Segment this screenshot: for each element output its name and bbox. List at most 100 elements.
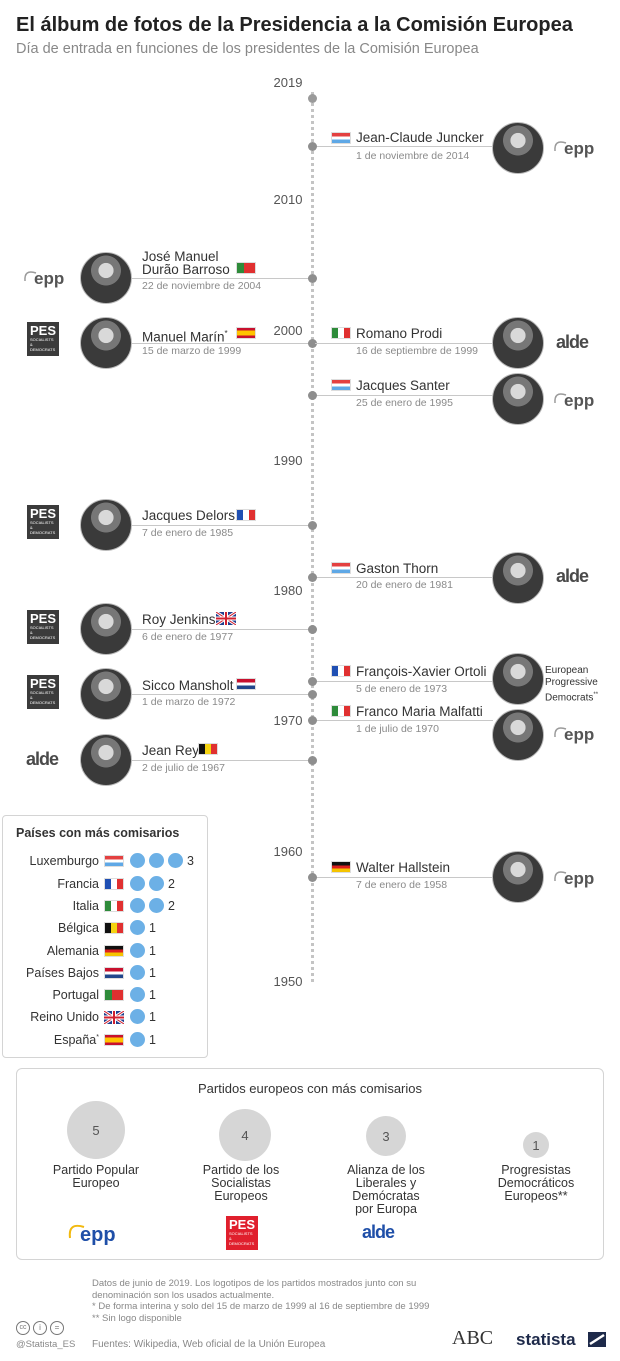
year-label: 2010 <box>273 192 303 207</box>
alde-logo-icon: alde <box>362 1222 395 1242</box>
footer-note-line: ** Sin logo disponible <box>92 1312 182 1324</box>
country-name: Países Bajos <box>26 966 99 980</box>
luxembourg-flag-icon <box>331 379 351 391</box>
president-photo <box>492 851 544 903</box>
president-photo <box>80 603 132 655</box>
cc-icon: cc <box>16 1321 30 1335</box>
president-photo <box>492 122 544 174</box>
timeline-dot <box>308 690 317 699</box>
country-name: Italia <box>72 899 99 913</box>
party-label-line: Demócratas <box>352 1189 420 1203</box>
president-name: Walter Hallstein <box>356 860 451 875</box>
president-name: Jacques Delors <box>142 508 236 523</box>
president-name: Gaston Thorn <box>356 561 439 576</box>
spain-flag-icon <box>236 327 256 339</box>
president-name: José Manuel <box>142 249 219 264</box>
france-flag-icon <box>331 665 351 677</box>
country-name: Portugal <box>52 988 99 1002</box>
epp-logo-icon: epp <box>22 266 74 295</box>
president-date: 7 de enero de 1985 <box>142 527 234 539</box>
country-count: 1 <box>149 1033 156 1047</box>
year-label: 2019 <box>273 75 303 90</box>
epd-line: European <box>545 665 589 676</box>
epp-logo-icon: epp <box>552 722 604 751</box>
country-count: 1 <box>149 944 156 958</box>
count-dot <box>130 965 145 980</box>
party-label-line: Partido Popular <box>52 1163 140 1177</box>
connector-line <box>315 577 493 578</box>
count-dot <box>130 920 145 935</box>
netherlands-flag-icon <box>104 967 124 979</box>
timeline-dot <box>308 625 317 634</box>
footer-note-line: denominación son los usados actualmente. <box>92 1289 275 1301</box>
party-count-bubble: 5 <box>67 1101 125 1159</box>
count-dot <box>130 1009 145 1024</box>
italy-flag-icon <box>104 900 124 912</box>
president-name: Durão Barroso <box>142 262 230 277</box>
connector-line <box>315 146 493 147</box>
timeline-dot <box>308 274 317 283</box>
president-date: 2 de julio de 1967 <box>142 762 225 774</box>
footnote-mark: * <box>96 1033 99 1041</box>
party-label-line: por Europa <box>355 1202 417 1216</box>
president-photo <box>492 709 544 761</box>
connector-line <box>130 694 310 695</box>
party-count-bubble: 1 <box>523 1132 549 1158</box>
nd-icon: = <box>50 1321 64 1335</box>
country-name: Bélgica <box>58 921 99 935</box>
party-label: Alianza de los Liberales y Demócratas po… <box>316 1164 456 1216</box>
countries-panel <box>2 815 208 1058</box>
alde-logo-icon: alde <box>556 332 589 352</box>
pes-logo-subtext: SOCIALISTS & DEMOCRATS <box>229 1231 255 1246</box>
footer-note-line: * De forma interina y solo del 15 de mar… <box>92 1301 430 1312</box>
pes-logo-subtext: SOCIALISTS & DEMOCRATS <box>30 520 56 535</box>
luxembourg-flag-icon <box>104 855 124 867</box>
connector-line <box>315 681 493 682</box>
president-name: Romano Prodi <box>356 326 443 341</box>
portugal-flag-icon <box>236 262 256 274</box>
president-photo <box>80 499 132 551</box>
svg-text:epp: epp <box>564 391 594 410</box>
party-count-bubble: 4 <box>219 1109 271 1161</box>
president-name-text: Manuel Marín <box>142 329 225 345</box>
year-label: 2000 <box>273 323 303 338</box>
year-label: 1990 <box>273 453 303 468</box>
country-count: 1 <box>149 1010 156 1024</box>
portugal-flag-icon <box>104 989 124 1001</box>
luxembourg-flag-icon <box>331 132 351 144</box>
president-date: 6 de enero de 1977 <box>142 631 234 643</box>
svg-text:epp: epp <box>564 725 594 744</box>
country-count: 2 <box>168 899 175 913</box>
president-photo <box>80 252 132 304</box>
president-name: Manuel Marín* <box>142 327 228 345</box>
italy-flag-icon <box>331 705 351 717</box>
count-dot <box>130 898 145 913</box>
epd-line: Progressive <box>545 677 598 688</box>
timeline-dot <box>308 756 317 765</box>
abc-logo: ABC <box>452 1327 494 1349</box>
president-name: Franco Maria Malfatti <box>356 704 483 719</box>
party-label: Progresistas Democráticos Europeos** <box>466 1164 606 1203</box>
connector-line <box>315 877 493 878</box>
pes-logo-icon: PES SOCIALISTS & DEMOCRATS <box>27 322 59 356</box>
epp-logo-icon: epp <box>552 866 604 895</box>
count-dot <box>130 987 145 1002</box>
country-count: 1 <box>149 988 156 1002</box>
count-dot <box>130 853 145 868</box>
president-name: Jean Rey <box>142 743 200 758</box>
pes-logo-text: PES <box>229 1217 256 1232</box>
country-name: Reino Unido <box>30 1010 99 1024</box>
pes-logo-icon: PES SOCIALISTS & DEMOCRATS <box>226 1216 258 1250</box>
president-name: Jacques Santer <box>356 378 450 393</box>
pes-logo-text: PES <box>30 323 57 338</box>
pes-logo-subtext: SOCIALISTS & DEMOCRATS <box>30 690 56 705</box>
country-name: Luxemburgo <box>29 854 100 868</box>
belgium-flag-icon <box>104 922 124 934</box>
president-photo <box>80 317 132 369</box>
page-title: El álbum de fotos de la Presidencia a la… <box>16 14 573 36</box>
uk-flag-icon <box>215 610 237 627</box>
by-icon: i <box>33 1321 47 1335</box>
luxembourg-flag-icon <box>331 562 351 574</box>
year-label: 1970 <box>273 713 303 728</box>
timeline-dot <box>308 521 317 530</box>
